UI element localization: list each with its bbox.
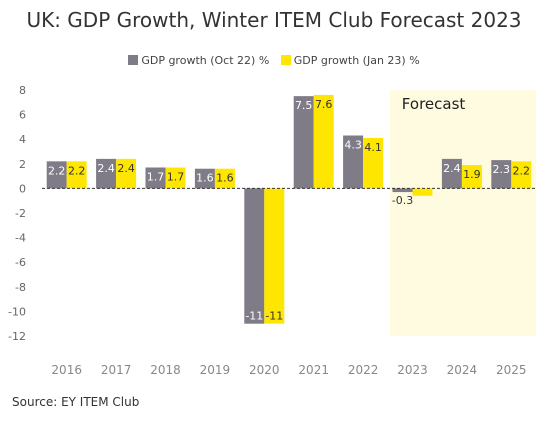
data-label: 1.7 (147, 170, 165, 183)
y-tick-label: 4 (19, 133, 26, 146)
bar-oct22 (491, 160, 512, 189)
bar-oct22 (293, 96, 314, 189)
x-tick-label: 2021 (298, 363, 329, 377)
data-label: 2.4 (117, 162, 135, 175)
forecast-label: Forecast (402, 95, 466, 113)
x-tick-label: 2017 (101, 363, 132, 377)
data-label: 2.2 (68, 164, 86, 177)
x-tick-label: 2016 (51, 363, 82, 377)
x-tick-label: 2023 (397, 363, 428, 377)
data-label: 1.9 (463, 168, 481, 181)
y-tick-label: 0 (19, 182, 26, 195)
bar-jan23 (461, 165, 482, 189)
bar-oct22 (46, 161, 67, 189)
legend-label-jan23: GDP growth (Jan 23) % (293, 54, 420, 67)
y-tick-label: -8 (15, 281, 26, 294)
bar-oct22 (392, 188, 413, 193)
y-tick-label: -2 (15, 207, 26, 220)
bar-jan23 (313, 94, 334, 189)
bar-oct22 (194, 168, 215, 189)
data-label: 2.2 (513, 164, 531, 177)
bar-jan23 (511, 161, 532, 189)
data-label: 1.7 (167, 170, 185, 183)
bar-oct22 (145, 167, 166, 189)
bar-jan23 (214, 168, 235, 189)
bar-oct22 (96, 158, 117, 189)
y-tick-label: -12 (8, 330, 26, 343)
data-label: 2.3 (493, 163, 511, 176)
chart-title: UK: GDP Growth, Winter ITEM Club Forecas… (26, 8, 522, 32)
y-tick-label: 8 (19, 84, 26, 97)
bar-oct22 (441, 158, 462, 189)
bar-jan23 (165, 167, 186, 189)
data-label: -11 (265, 310, 283, 323)
legend-label-oct22: GDP growth (Oct 22) % (141, 54, 270, 67)
x-tick-label: 2020 (249, 363, 280, 377)
data-label: 2.4 (97, 162, 115, 175)
bar-oct22 (244, 188, 265, 324)
data-label: 1.6 (196, 172, 214, 185)
forecast-shade (389, 90, 536, 336)
data-label: 4.3 (344, 139, 362, 152)
data-label: 2.2 (48, 164, 66, 177)
source-note: Source: EY ITEM Club (12, 395, 140, 409)
bar-jan23 (116, 158, 137, 189)
data-label: 2.4 (443, 162, 461, 175)
legend: GDP growth (Oct 22) % GDP growth (Jan 23… (0, 54, 548, 67)
x-tick-label: 2019 (200, 363, 231, 377)
y-tick-label: -10 (8, 305, 26, 318)
x-tick-label: 2022 (348, 363, 379, 377)
legend-swatch-oct22 (128, 55, 139, 65)
bar-jan23 (412, 188, 433, 196)
data-label: 7.6 (315, 98, 333, 111)
data-label: 1.6 (216, 172, 234, 185)
legend-item-oct22: GDP growth (Oct 22) % (128, 54, 269, 67)
x-tick-label: 2025 (496, 363, 527, 377)
y-tick-label: 2 (19, 158, 26, 171)
y-tick-label: -4 (15, 232, 26, 245)
x-tick-label: 2024 (447, 363, 478, 377)
data-label: -11 (245, 310, 263, 323)
bar-jan23 (264, 188, 285, 324)
bar-jan23 (363, 137, 384, 189)
y-tick-label: -6 (15, 256, 26, 269)
data-label: 4.1 (364, 141, 382, 154)
bar-oct22 (343, 135, 364, 189)
data-label: -0.3 (392, 194, 413, 207)
bar-jan23 (66, 161, 87, 189)
legend-swatch-jan23 (280, 55, 291, 65)
x-tick-label: 2018 (150, 363, 181, 377)
y-tick-label: 6 (19, 109, 26, 122)
data-label: 7.5 (295, 99, 313, 112)
legend-item-jan23: GDP growth (Jan 23) % (280, 54, 420, 67)
